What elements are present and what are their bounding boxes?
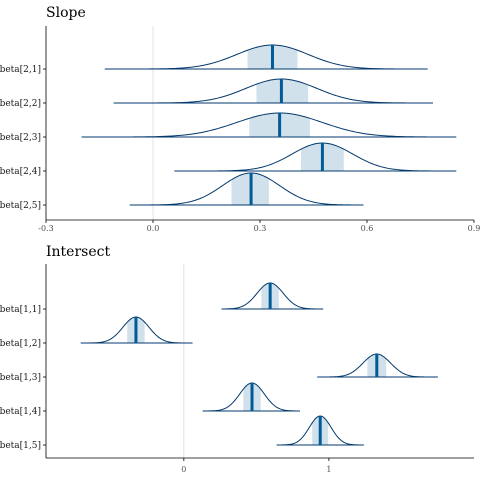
y-tick-label: beta[2,4]: [0, 167, 41, 177]
panel-title: Intersect: [46, 244, 110, 260]
x-tick-label: -0.3: [38, 224, 53, 233]
y-tick-label: beta[2,3]: [0, 133, 41, 143]
x-tick-label: 0.3: [254, 224, 267, 233]
y-tick-label: beta[1,1]: [0, 305, 41, 315]
y-tick-label: beta[1,5]: [0, 441, 41, 451]
y-tick-label: beta[2,1]: [0, 65, 41, 75]
x-tick-label: 0.0: [147, 224, 160, 233]
y-tick-label: beta[1,2]: [0, 339, 41, 349]
panel-intersect: Intersect 0 1 beta[1,1] beta[1,2] beta[1,3] be…: [0, 244, 474, 474]
panel-slope: Slope -0.3 0.0 0.3 0.6 0.9 beta[2,1] beta[2,2] b…: [0, 5, 480, 233]
panel-title: Slope: [46, 5, 86, 21]
x-tick-label: 0: [181, 465, 186, 474]
y-tick-label: beta[1,4]: [0, 407, 41, 417]
y-tick-label: beta[2,2]: [0, 99, 41, 109]
y-tick-label: beta[2,5]: [0, 201, 41, 211]
x-tick-label: 0.6: [361, 224, 374, 233]
x-tick-label: 0.9: [468, 224, 480, 233]
density-curve: [221, 282, 324, 310]
x-tick-label: 1: [326, 465, 331, 474]
y-tick-label: beta[1,3]: [0, 373, 41, 383]
